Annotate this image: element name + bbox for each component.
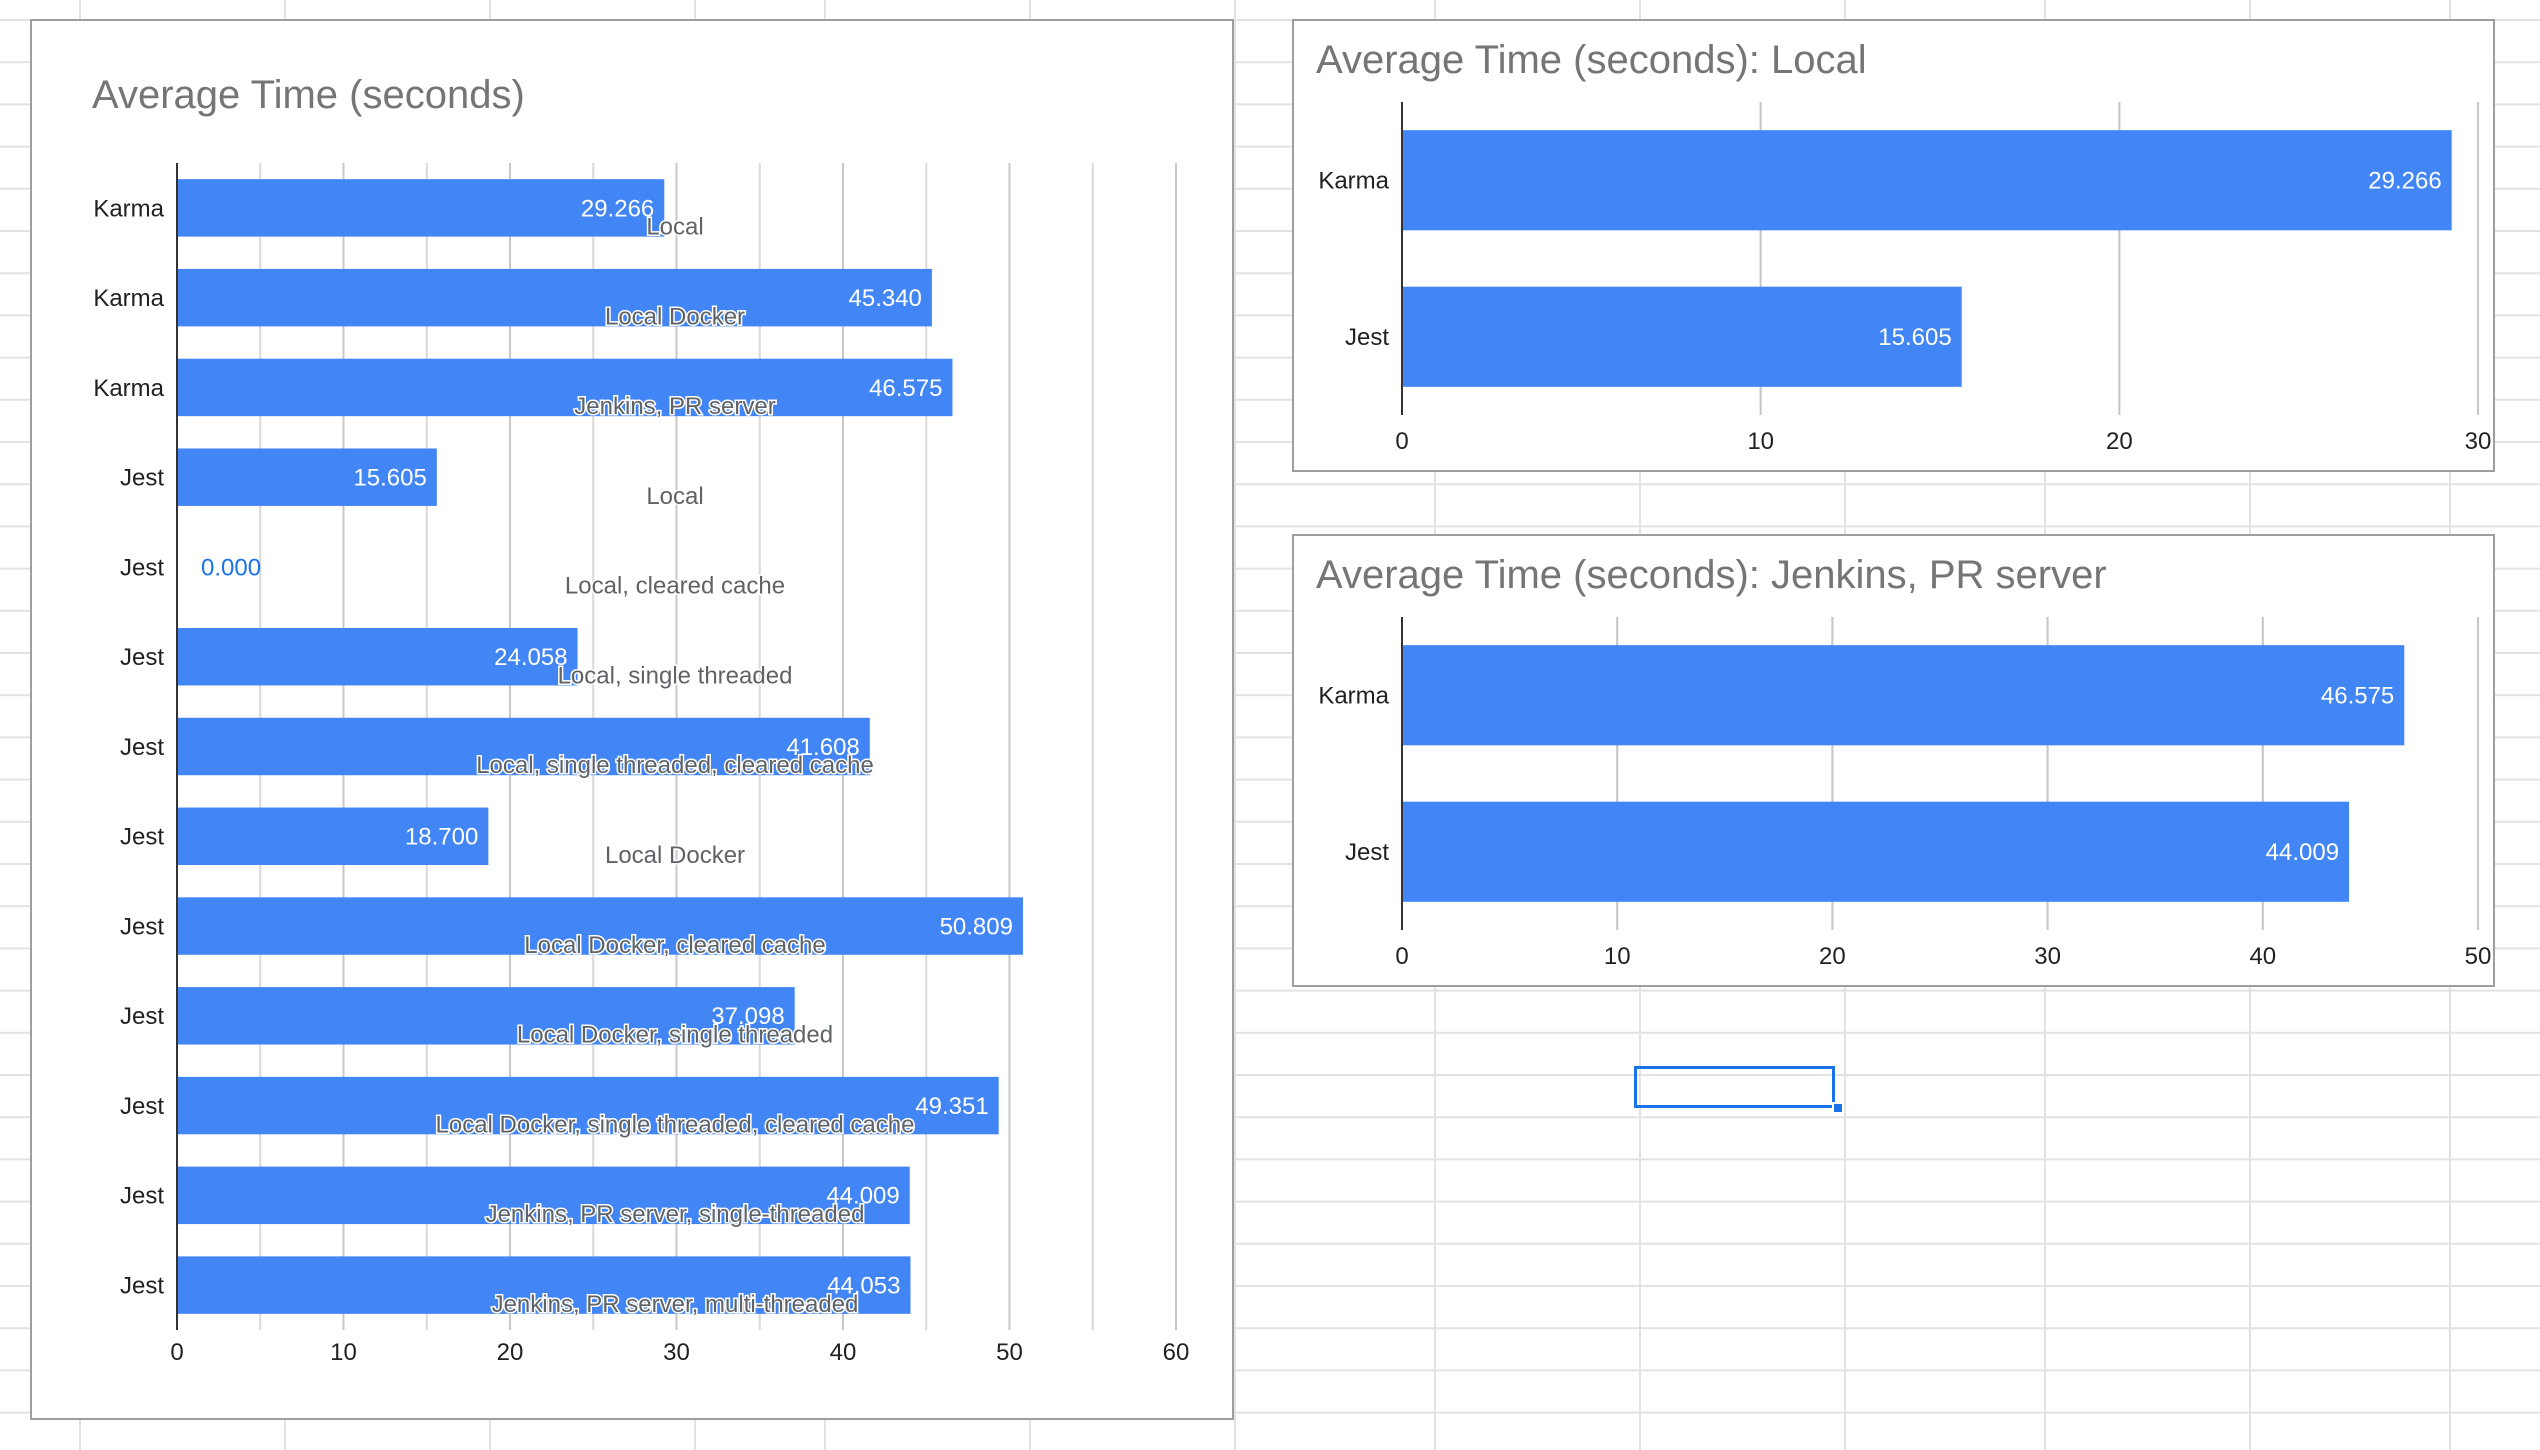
bar-value-label: 18.700 [405,824,478,851]
x-tick-label: 50 [996,1339,1023,1366]
x-tick-label: 40 [830,1339,857,1366]
x-tick-label: 10 [1747,428,1774,455]
bar [177,628,578,686]
bar-value-label: 45.340 [849,285,922,312]
bar-value-label: 15.605 [1878,324,1951,351]
x-tick-label: 20 [2106,428,2133,455]
category-label: Jest [1345,839,1389,866]
category-label: Jest [1345,324,1389,351]
selected-cell[interactable] [1634,1066,1835,1108]
category-label: Jest [120,465,164,492]
chart-average-time-jenkins[interactable]: Average Time (seconds): Jenkins, PR serv… [1292,534,2495,987]
bar-annotation: Jenkins, PR server, single-threaded [486,1201,865,1228]
category-label: Jest [120,1183,164,1210]
category-label: Jest [120,554,164,581]
bar-value-label: 29.266 [2368,168,2441,195]
category-label: Jest [120,1093,164,1120]
bar [177,358,953,417]
category-label: Jest [120,734,164,761]
bar [177,1256,911,1314]
bar-value-label: 29.266 [581,195,654,222]
category-label: Jest [120,1003,164,1030]
bar [1402,286,1962,387]
bar-value-label: 50.809 [940,913,1013,940]
x-tick-label: 10 [1604,943,1631,970]
x-tick-label: 0 [170,1339,183,1366]
bar [177,807,489,865]
category-label: Jest [120,824,164,851]
bar-annotation: Jenkins, PR server, multi-threaded [492,1291,859,1318]
x-tick-label: 20 [1819,943,1846,970]
bar-annotation: Local Docker [605,303,745,330]
bar [177,448,437,506]
chart-average-time-local[interactable]: Average Time (seconds): Local 0 10 20 30 Kar… [1292,19,2495,472]
bar-annotation: Local [646,214,703,241]
x-tick-label: 20 [497,1339,524,1366]
bar-annotation: Jenkins, PR server [574,393,775,420]
category-label: Karma [1318,168,1389,195]
chart-plot: 0 10 20 30 Karma 29.266 Jest 15.605 [1318,102,2492,455]
bar-value-label: 49.351 [915,1093,988,1120]
chart-title: Average Time (seconds): Jenkins, PR serv… [1316,553,2107,597]
x-tick-label: 30 [663,1339,690,1366]
chart-title: Average Time (seconds) [92,73,525,117]
bar-value-label: 41.608 [786,734,859,761]
bar [1402,645,2405,746]
bar-value-label: 46.575 [869,375,942,402]
bar [177,987,795,1045]
bar [177,717,870,776]
bar-annotation: Local, single threaded [558,662,793,689]
bar-annotation: Local Docker, cleared cache [524,932,826,959]
bar [1402,801,2350,902]
bar-annotation: Local [646,483,703,510]
x-tick-label: 0 [1395,943,1408,970]
bar-value-label: 0.000 [201,554,261,581]
bar-value-label: 44.053 [827,1273,900,1300]
bar-annotation: Local Docker [605,842,745,869]
x-tick-label: 40 [2249,943,2276,970]
bar-annotation: Local, single threaded, cleared cache [476,752,874,779]
bar [177,1076,999,1135]
category-label: Karma [93,285,164,312]
x-tick-label: 30 [2034,943,2061,970]
category-label: Karma [93,195,164,222]
chart-plot: 0 10 20 30 40 50 Karma 46.575 Jest 44.009 [1318,617,2492,970]
bar-value-label: 46.575 [2321,683,2394,710]
bar [1402,130,2452,231]
category-label: Jest [120,913,164,940]
bar-value-label: 44.009 [2266,839,2339,866]
fill-handle[interactable] [1832,1102,1844,1114]
bar [177,268,932,327]
category-label: Jest [120,1273,164,1300]
category-label: Jest [120,644,164,671]
bar-value-label: 44.009 [826,1183,899,1210]
bar-annotation: Local Docker, single threaded, cleared c… [436,1111,915,1138]
bar-value-label: 15.605 [353,465,426,492]
bar [177,897,1023,955]
bar-value-label: 24.058 [494,644,567,671]
bar-annotation: Local, cleared cache [565,573,785,600]
bar [177,1166,910,1225]
x-tick-label: 60 [1163,1339,1190,1366]
x-tick-label: 50 [2465,943,2492,970]
chart-average-time[interactable]: Average Time (seconds) 0 10 20 30 40 50 60 Karm… [30,19,1234,1420]
bar [177,179,665,237]
x-tick-label: 0 [1395,428,1408,455]
x-tick-label: 30 [2465,428,2492,455]
chart-title: Average Time (seconds): Local [1316,38,1867,82]
bar-annotation: Local Docker, single threaded [517,1022,833,1049]
bar-value-label: 37.098 [711,1003,784,1030]
x-tick-label: 10 [330,1339,357,1366]
category-label: Karma [1318,683,1389,710]
category-label: Karma [93,375,164,402]
